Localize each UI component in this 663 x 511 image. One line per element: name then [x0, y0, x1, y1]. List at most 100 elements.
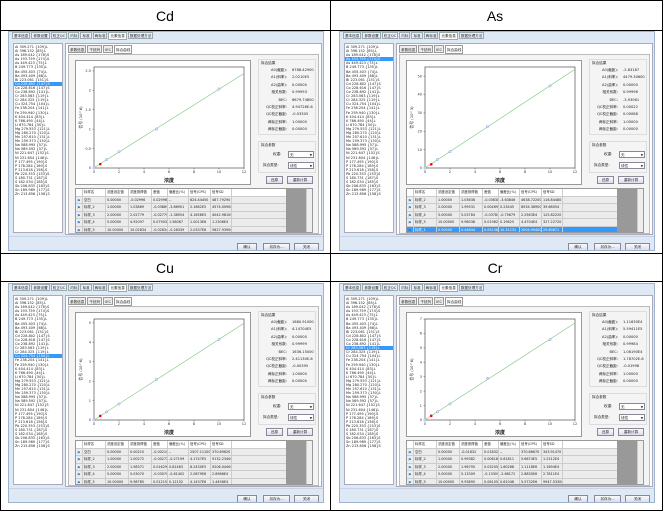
element-list-item[interactable]: Co 238.892 {141}L	[15, 342, 50, 347]
main-tab[interactable]: 参数设置	[31, 32, 50, 39]
table-row[interactable]: ⚑ 标样_2 1.00000 1.03869 -0.03869 -3.86901 2.166…	[76, 204, 286, 212]
element-list-item[interactable]: Bi 223.061 {151}S	[15, 77, 49, 82]
element-list-item[interactable]: Mg 280.270 {120}L	[15, 382, 51, 387]
element-list-item[interactable]: Zn 213.856 {158}S	[15, 444, 50, 449]
element-list-item[interactable]: Li 670.784 {50}L	[15, 374, 46, 379]
element-list-item[interactable]: Cd 228.802 {147}S	[15, 333, 50, 338]
sub-tab[interactable]: 拟合曲线	[114, 45, 133, 54]
element-list[interactable]: Al 309.271 {109}L Al 396.152 {85}L As 189.…	[344, 43, 394, 233]
element-list-item[interactable]: Pb 220.353 {153}S	[15, 423, 50, 428]
element-list-item[interactable]: Ni 221.647 {152}S	[15, 403, 49, 408]
sub-tab[interactable]: 参数信息	[399, 45, 418, 53]
recalculate-button[interactable]: 重新计算	[287, 176, 313, 184]
table-row[interactable]: ⚑ 空白 0.00000 -0.02996 0.02996 -- 624.44450 487.…	[76, 196, 286, 205]
element-list-item[interactable]: P 213.618 {158}S	[15, 167, 48, 172]
element-list-item[interactable]: Al 396.152 {85}L	[15, 301, 46, 306]
element-list-item[interactable]: Sb 206.833 {163}S	[15, 436, 50, 441]
element-list-item[interactable]: Ba 455.403 {74}L	[346, 321, 379, 326]
element-list-item[interactable]: Mn 257.610 {131}L	[15, 135, 51, 140]
table-row[interactable]: ⚑ 标样_5 10.00000 9.98785 0.01215 0.12152 4.1437…	[76, 479, 286, 484]
element-list-item[interactable]: Ni 231.604 {146}L	[15, 155, 49, 160]
element-list-item[interactable]: Ni 231.604 {146}L	[346, 155, 380, 160]
element-list-item[interactable]: K 766.490 {44}L	[15, 370, 45, 375]
element-list-item[interactable]: Co 228.616 {147}S	[15, 85, 50, 90]
element-list-item[interactable]: Fe 259.940 {130}L	[346, 362, 380, 367]
element-list-item[interactable]: Mn 259.373 {130}L	[15, 391, 51, 396]
main-tab[interactable]: 参数设置	[362, 284, 381, 291]
main-tab[interactable]: 数据处理方法	[127, 284, 154, 291]
element-list-item[interactable]: S 182.034 {185}S	[346, 432, 379, 437]
element-list-item[interactable]: Li 670.784 {50}L	[346, 122, 377, 127]
element-list-item[interactable]: As 189.042 {178}S	[346, 305, 381, 310]
element-list-item[interactable]: Cr 283.563 {119}L	[15, 94, 49, 99]
fit-type-select[interactable]: 线性 ▼	[619, 162, 645, 169]
table-row[interactable]: ⚑ 空白 0.00000 0.00210 -0.00210 -- 2507.11100 370…	[76, 448, 286, 457]
element-list[interactable]: Al 309.271 {109}L Al 396.152 {85}L As 189.…	[344, 295, 394, 485]
element-list-item[interactable]: Pb 220.353 {153}S	[346, 423, 381, 428]
element-list-item[interactable]: Na 588.995 {57}L	[15, 395, 48, 400]
save-as-button[interactable]: 另存为...	[263, 243, 290, 250]
element-list-item[interactable]: Na 589.592 {57}L	[15, 147, 48, 152]
element-list-item[interactable]: Cr 284.325 {119}L	[15, 98, 49, 103]
element-list-item[interactable]: Cu 324.754 {104}L	[15, 102, 50, 107]
ok-button[interactable]: 确认	[568, 495, 588, 502]
ok-button[interactable]: 确认	[237, 243, 257, 250]
table-row[interactable]: ⚑ 标样_1 0.50000 0.44844 0.05156 10.31131 2004.9…	[407, 227, 617, 232]
element-list-item[interactable]: Cd 228.802 {147}S	[14, 81, 62, 86]
element-list-item[interactable]: Ni 221.647 {152}S	[346, 151, 380, 156]
element-list-item[interactable]: Co 238.892 {141}L	[15, 90, 50, 95]
restore-button[interactable]: 还原	[266, 176, 283, 184]
weight-select[interactable]: 无 ▼	[619, 403, 645, 410]
element-list-item[interactable]: K 404.414 {83}L	[15, 366, 45, 371]
weight-select[interactable]: 无 ▼	[288, 403, 314, 410]
sub-tab[interactable]: 参数信息	[399, 297, 418, 305]
element-list-item[interactable]: K 404.414 {83}L	[15, 114, 45, 119]
save-as-button[interactable]: 另存为...	[594, 495, 621, 502]
main-tab[interactable]: 内标	[68, 284, 80, 291]
element-list-item[interactable]: P 177.495 {190}S	[15, 159, 48, 164]
main-tab[interactable]: 内标	[68, 32, 80, 39]
element-list-item[interactable]: Mn 259.373 {130}L	[15, 139, 51, 144]
sub-tab[interactable]: 干扰列	[87, 297, 103, 305]
element-list-item[interactable]: Fe 259.940 {130}L	[15, 362, 49, 367]
table-row[interactable]: ⚑ 标样_5 10.00000 9.98038 0.01962 0.19625 4.4704…	[407, 219, 617, 227]
close-button[interactable]: 关闭	[294, 243, 319, 250]
main-tab[interactable]: 数据处理方法	[458, 32, 485, 39]
table-row[interactable]: ⚑ 标样_3 2.00000 2.02779 -0.02779 -1.38954 4.165…	[76, 211, 286, 220]
fit-type-select[interactable]: 线性 ▼	[619, 414, 645, 421]
element-list-item[interactable]: Ba 493.409 {68}L	[346, 73, 379, 78]
element-list-item[interactable]: As 193.759 {174}S	[15, 309, 50, 314]
table-row[interactable]: ⚑ 标样_5 10.00000 9.93895 0.06105 0.61048 5.5732…	[407, 479, 617, 484]
element-list-item[interactable]: Co 238.892 {141}L	[346, 342, 381, 347]
main-tab[interactable]: 校正QC	[50, 32, 68, 39]
sub-tab[interactable]: IEC	[434, 297, 444, 305]
element-list-item[interactable]: Mn 257.610 {131}L	[346, 387, 382, 392]
element-list-item[interactable]: B 249.773 {135}L	[15, 65, 48, 70]
restore-button[interactable]: 还原	[266, 428, 283, 436]
element-list-item[interactable]: Ba 455.403 {74}L	[15, 321, 48, 326]
table-row[interactable]: ⚑ 标样_4 5.00000 5.03784 -0.03784 -0.75679 2.256…	[407, 211, 617, 220]
element-list-item[interactable]: Mg 280.270 {120}L	[346, 382, 382, 387]
table-scrollbar[interactable]	[637, 441, 643, 484]
element-list-item[interactable]: Mg 280.270 {120}L	[346, 130, 382, 135]
main-tab[interactable]: 两标准	[423, 284, 439, 291]
element-list-item[interactable]: Mg 279.553 {121}L	[15, 126, 51, 131]
sub-tab[interactable]: 拟合曲线	[445, 45, 464, 54]
main-tab[interactable]: 基本信息	[343, 32, 362, 39]
element-list-item[interactable]: Al 396.152 {85}L	[346, 49, 377, 54]
main-tab[interactable]: 基本信息	[12, 284, 31, 291]
sub-tab[interactable]: 拟合曲线	[114, 297, 133, 306]
sub-tab[interactable]: 干扰列	[87, 45, 103, 53]
element-list-item[interactable]: Ni 221.647 {152}S	[346, 403, 380, 408]
main-tab[interactable]: 参数设置	[362, 32, 381, 39]
sub-tab[interactable]: IEC	[103, 297, 113, 305]
element-list-item[interactable]: As 189.042 {178}S	[15, 305, 50, 310]
element-list[interactable]: Al 309.271 {109}L Al 396.152 {85}L As 189.…	[13, 295, 63, 485]
element-list-item[interactable]: Mg 279.553 {121}L	[15, 378, 51, 383]
element-list-item[interactable]: Co 228.616 {147}S	[15, 337, 50, 342]
ok-button[interactable]: 确认	[568, 243, 588, 250]
element-list-item[interactable]: Al 309.271 {109}L	[15, 45, 49, 49]
element-list-item[interactable]: Al 309.271 {109}L	[346, 45, 380, 49]
element-list-item[interactable]: Fe 259.940 {130}L	[15, 110, 49, 115]
main-tab[interactable]: 内标	[399, 32, 411, 39]
